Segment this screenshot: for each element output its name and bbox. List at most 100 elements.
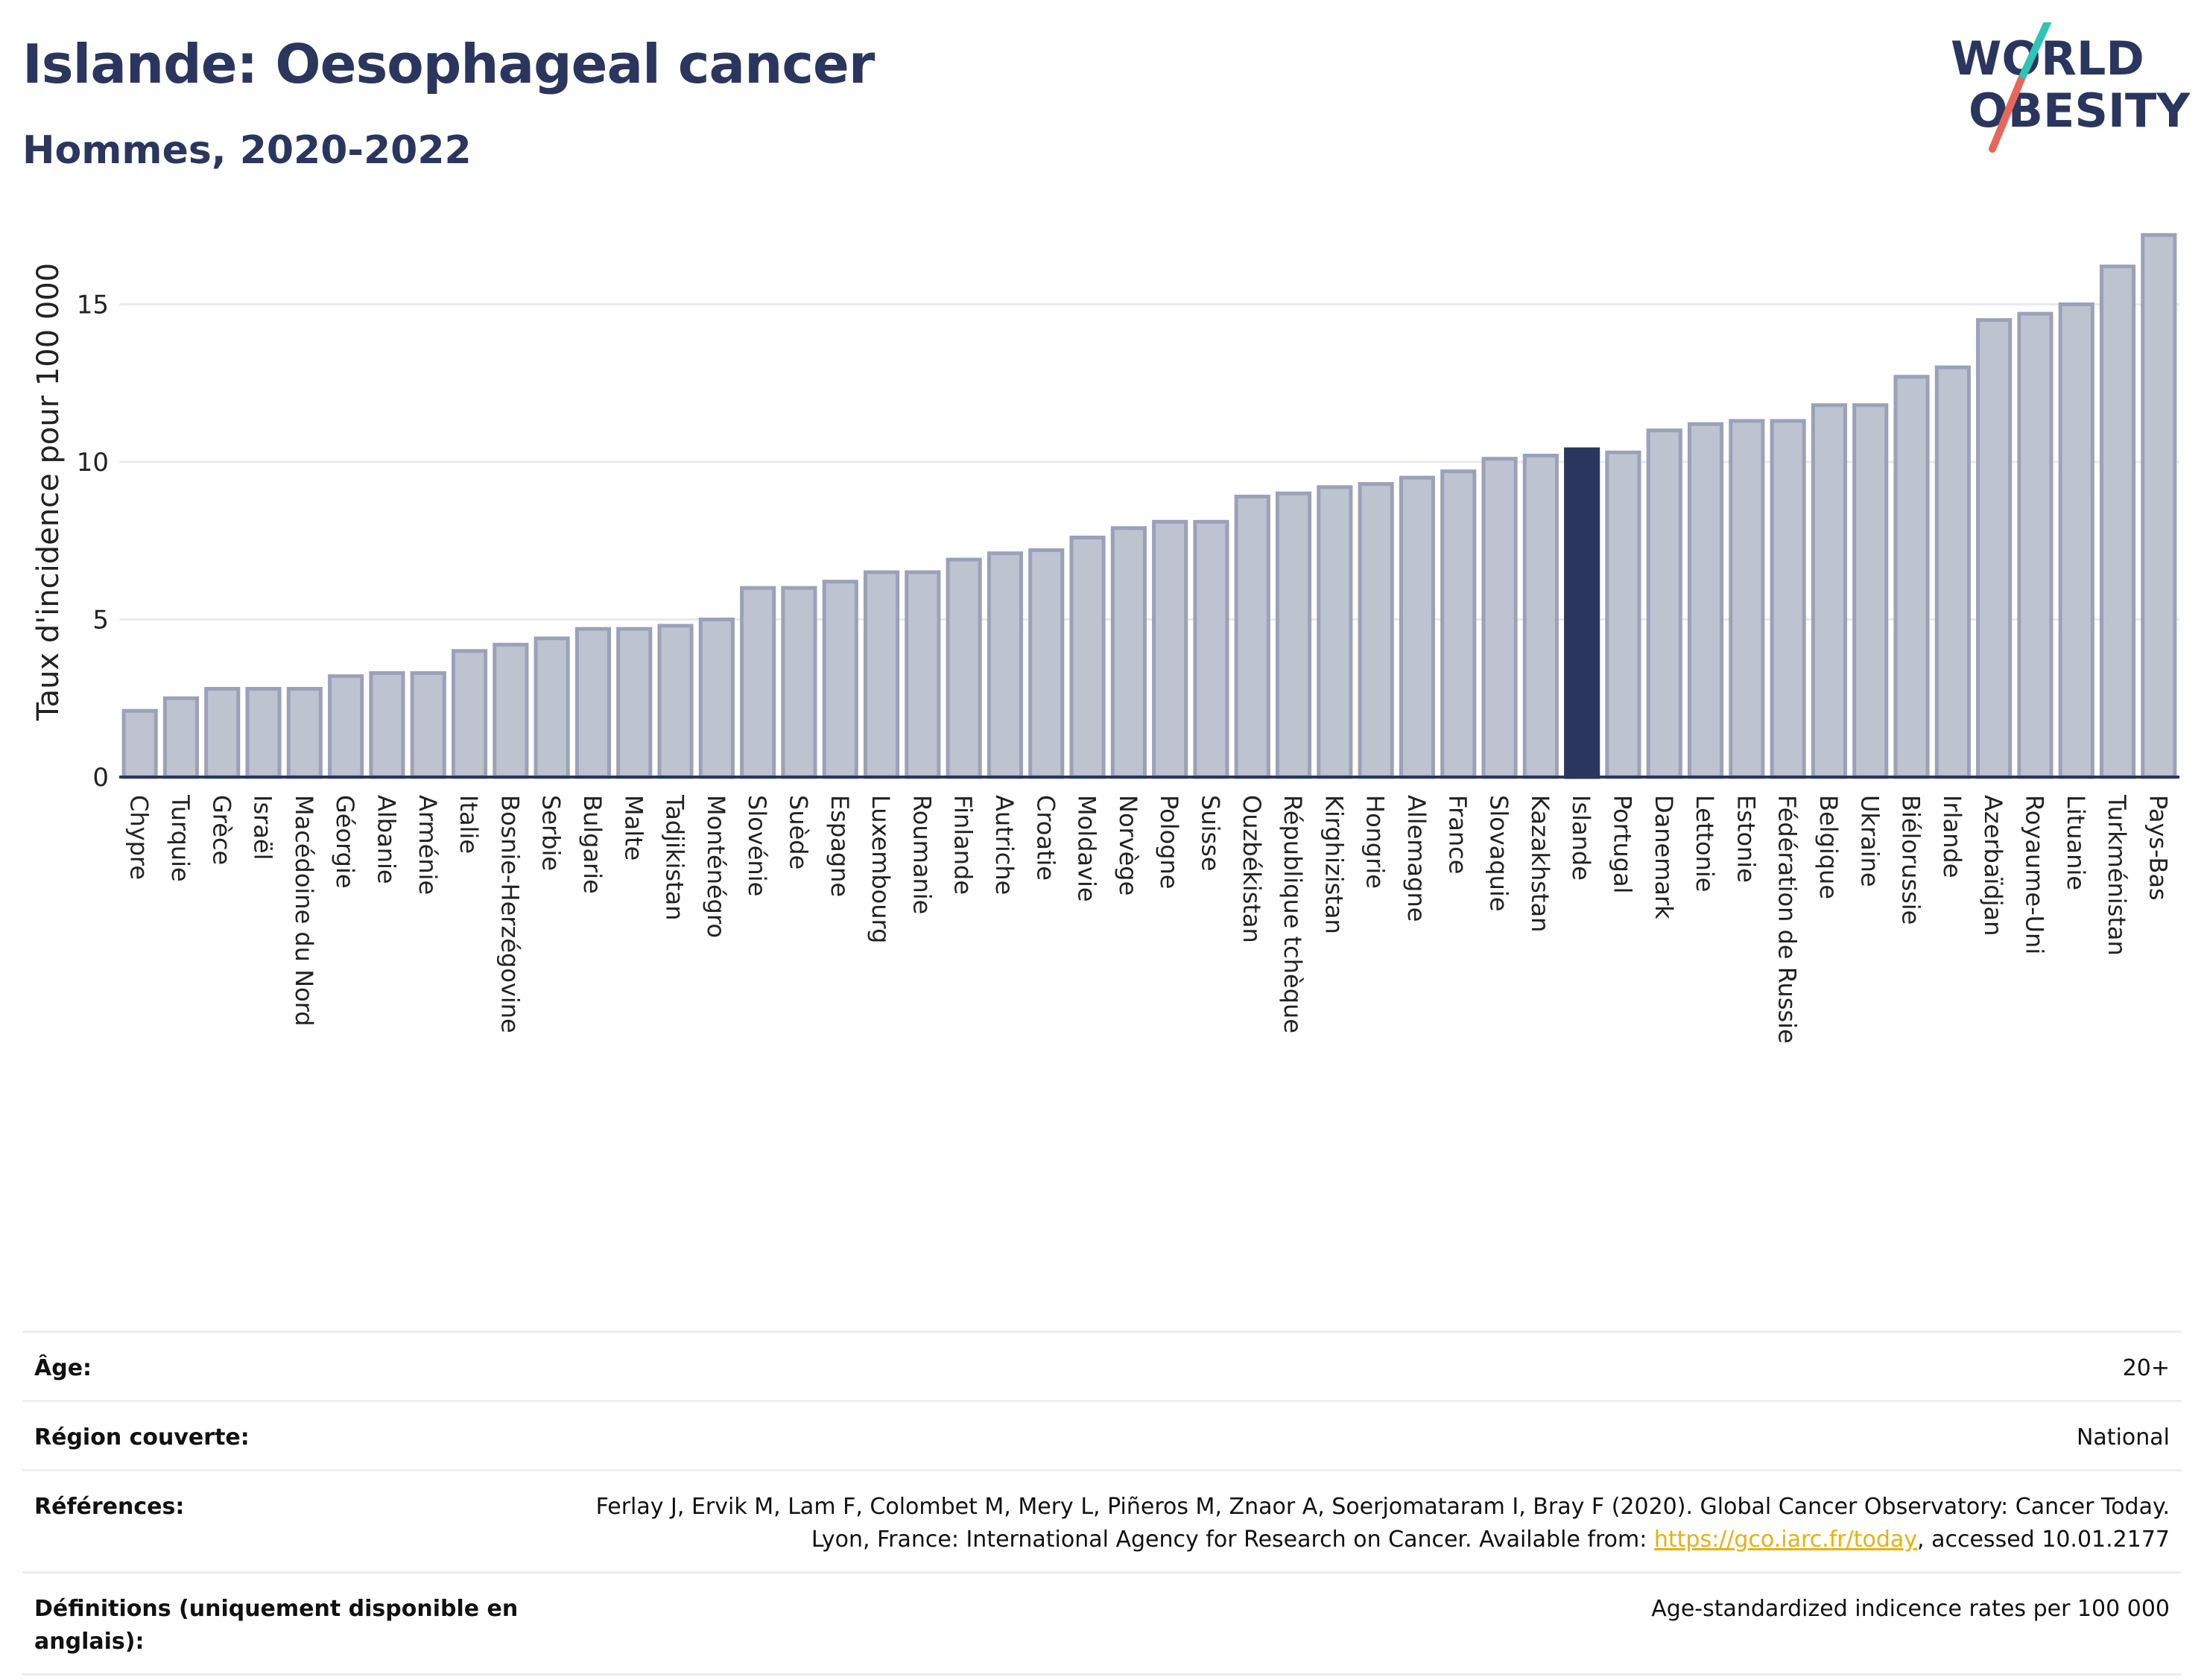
x-tick-label: Malte (619, 795, 647, 860)
bar-moldavie[interactable] (1069, 535, 1106, 779)
bar-turkménistan[interactable] (2099, 264, 2136, 779)
info-value-definitions: Age-standardized indicence rates per 100… (1651, 1596, 2170, 1622)
y-tick-label: 5 (92, 605, 109, 635)
x-tick-label: Kirghizistan (1320, 795, 1348, 934)
bar-italie[interactable] (451, 649, 488, 779)
bar-pologne[interactable] (1152, 519, 1188, 779)
bar-portugal[interactable] (1605, 450, 1641, 779)
info-key-region: Région couverte: (34, 1424, 250, 1451)
info-value-age: 20+ (2122, 1355, 2170, 1381)
bar-slovénie[interactable] (740, 586, 776, 779)
y-tick-label: 0 (92, 763, 109, 793)
bar-danemark[interactable] (1646, 428, 1682, 779)
bar-roumanie[interactable] (905, 570, 941, 779)
bar-ouzbékistan[interactable] (1234, 495, 1270, 779)
bar-hongrie[interactable] (1358, 482, 1394, 779)
x-tick-label: Bulgarie (578, 795, 607, 894)
bar-grèce[interactable] (204, 687, 241, 779)
bar-royaume-uni[interactable] (2017, 311, 2053, 779)
bar-estonie[interactable] (1729, 419, 1765, 779)
y-axis: 0 5 10 15 (77, 290, 109, 793)
bar-chypre[interactable] (121, 709, 158, 779)
bar-biélorussie[interactable] (1893, 375, 1930, 779)
y-axis-label: Taux d'incidence pour 100 000 (31, 263, 66, 721)
x-tick-label: Finlande (949, 795, 978, 895)
bar-albanie[interactable] (369, 671, 405, 779)
bar-irlande[interactable] (1934, 365, 1971, 779)
bar-suisse[interactable] (1193, 519, 1229, 779)
bar-kirghizistan[interactable] (1317, 485, 1353, 779)
bar-azerbaïdjan[interactable] (1976, 318, 2013, 779)
x-tick-label: Suisse (1196, 795, 1224, 872)
bar-autriche[interactable] (987, 551, 1024, 779)
bar-malte[interactable] (616, 627, 653, 779)
x-tick-label: Portugal (1608, 795, 1636, 894)
bar-kazakhstan[interactable] (1522, 454, 1559, 779)
logo-line1: WORLD (1951, 31, 2144, 86)
bar-macédoine-du-nord[interactable] (286, 687, 323, 779)
bar-luxembourg[interactable] (863, 570, 900, 779)
x-tick-label: Irlande (1938, 795, 1966, 878)
logo-slash-top (2017, 22, 2051, 84)
bar-pays-bas[interactable] (2141, 232, 2177, 779)
x-tick-label: Italie (455, 795, 483, 854)
bar-israël[interactable] (245, 687, 282, 779)
bar-france[interactable] (1440, 469, 1477, 779)
bar-belgique[interactable] (1811, 403, 1848, 779)
reference-link[interactable]: https://gco.iarc.fr/today (1653, 1527, 1918, 1553)
bar-lituanie[interactable] (2058, 302, 2094, 779)
x-tick-label: Espagne (826, 795, 854, 897)
bar-suède[interactable] (781, 586, 817, 779)
x-tick-label: Lituanie (2062, 795, 2090, 890)
x-tick-label: Macédoine du Nord (290, 795, 318, 1027)
x-tick-label: Roumanie (908, 795, 936, 914)
bar-tadjikistan[interactable] (657, 624, 694, 779)
bar-finlande[interactable] (946, 557, 982, 779)
bar-croatie[interactable] (1028, 548, 1065, 779)
bar-turquie[interactable] (162, 696, 200, 779)
info-row-references: Références: Ferlay J, Ervik M, Lam F, Co… (22, 1469, 2182, 1571)
reference-text: Ferlay J, Ervik M, Lam F, Colombet M, Me… (595, 1494, 2170, 1553)
x-tick-label: Belgique (1814, 795, 1843, 899)
x-tick-label: Tadjikistan (661, 794, 689, 920)
x-tick-label: Albanie (372, 795, 400, 884)
bar-république-tchèque[interactable] (1275, 491, 1312, 779)
x-tick-label: Suède (784, 795, 812, 869)
page-title: Islande: Oesophageal cancer (22, 33, 875, 95)
x-tick-label: Azerbaïdjan (1979, 795, 2007, 936)
x-tick-label: Royaume-Uni (2020, 795, 2048, 954)
x-tick-label: Arménie (414, 795, 442, 895)
page-subtitle: Hommes, 2020-2022 (22, 128, 472, 173)
bar-espagne[interactable] (822, 580, 858, 779)
bar-serbie[interactable] (533, 636, 570, 779)
x-tick-label: Géorgie (331, 795, 359, 889)
y-tick-label: 15 (77, 290, 109, 320)
x-tick-label: Pologne (1155, 795, 1183, 889)
bar-bosnie-herzégovine[interactable] (493, 642, 529, 779)
info-row-region: Région couverte: National (22, 1400, 2182, 1469)
x-tick-label: Kazakhstan (1526, 795, 1554, 932)
bar-islande[interactable] (1564, 447, 1600, 779)
bar-norvège[interactable] (1110, 526, 1147, 779)
bar-arménie[interactable] (410, 671, 446, 779)
bar-géorgie[interactable] (328, 674, 364, 779)
info-key-definitions: Définitions (uniquement disponible en an… (34, 1596, 519, 1655)
bar-ukraine[interactable] (1852, 403, 1889, 779)
info-value-region: National (2076, 1424, 2170, 1451)
y-tick-label: 10 (77, 448, 109, 478)
x-tick-label: Monténégro (702, 795, 730, 938)
x-tick-label: France (1443, 795, 1472, 874)
info-key-references: Références: (34, 1494, 185, 1520)
bar-monténégro[interactable] (698, 617, 735, 779)
info-row-definitions: Définitions (uniquement disponible en an… (22, 1571, 2182, 1676)
bar-bulgarie[interactable] (574, 627, 612, 779)
x-tick-label: Slovénie (743, 795, 771, 896)
bar-fédération-de-russie[interactable] (1770, 419, 1806, 779)
bar-allemagne[interactable] (1399, 475, 1436, 779)
x-tick-label: Islande (1567, 795, 1595, 881)
x-tick-label: Biélorussie (1897, 795, 1925, 925)
bar-slovaquie[interactable] (1481, 457, 1518, 779)
bar-lettonie[interactable] (1687, 422, 1724, 779)
x-tick-label: Estonie (1732, 795, 1760, 883)
x-tick-label: Turquie (166, 794, 194, 882)
